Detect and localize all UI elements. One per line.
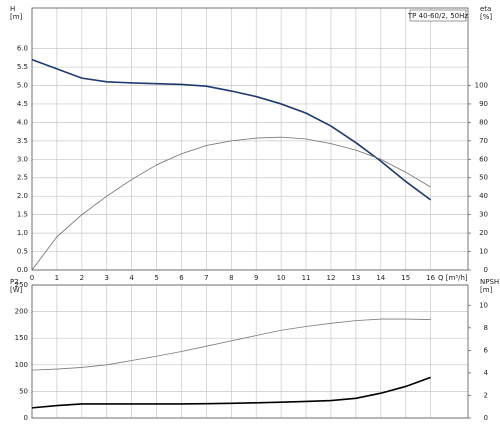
- y2-tick-label: 10: [479, 301, 488, 309]
- x-tick-label: 7: [204, 274, 208, 282]
- y-tick-label: 250: [15, 281, 28, 289]
- x-tick-label: 1: [55, 274, 59, 282]
- x-tick-label: 4: [129, 274, 134, 282]
- y-tick-label: 4.5: [17, 100, 28, 108]
- y2-tick-label: 80: [479, 118, 488, 126]
- y2-axis-label: eta: [480, 5, 491, 13]
- y-tick-label: 0: [24, 414, 28, 422]
- y2-tick-label: 8: [484, 324, 488, 332]
- y2-tick-label: 2: [484, 391, 488, 399]
- y-tick-label: 4.0: [17, 118, 28, 126]
- series-line: [31, 318, 431, 371]
- x-tick-label: 2: [80, 274, 84, 282]
- x-tick-label: 13: [351, 274, 360, 282]
- y2-tick-label: 60: [479, 155, 488, 163]
- x-tick-label: 3: [105, 274, 109, 282]
- y-tick-label: 0.5: [17, 248, 28, 256]
- x-tick-label: 15: [401, 274, 410, 282]
- y2-axis-label: [%]: [480, 13, 492, 21]
- y2-tick-label: 100: [475, 81, 488, 89]
- y-tick-label: 2.0: [17, 192, 28, 200]
- y2-tick-label: 50: [479, 174, 488, 182]
- y2-tick-label: 10: [479, 248, 488, 256]
- x-tick-label: 8: [229, 274, 233, 282]
- y-tick-label: 50: [19, 387, 28, 395]
- x-tick-label: 10: [277, 274, 286, 282]
- x-tick-label: 12: [327, 274, 336, 282]
- x-tick-label: 11: [302, 274, 311, 282]
- x-axis-label: Q [m³/h]: [438, 274, 468, 282]
- series-line: [31, 58, 432, 201]
- y-axis-label: [m]: [10, 13, 23, 21]
- x-tick-label: 14: [376, 274, 385, 282]
- plot-frame: [31, 7, 469, 271]
- y2-tick-label: 30: [479, 211, 488, 219]
- y-tick-label: 5.5: [17, 63, 28, 71]
- y-axis-label: [W]: [10, 286, 23, 294]
- y-tick-label: 200: [15, 308, 28, 316]
- y-tick-label: 0.0: [17, 266, 28, 274]
- y-tick-label: 2.5: [17, 174, 28, 182]
- y-tick-label: 5.0: [17, 81, 28, 89]
- x-tick-label: 9: [254, 274, 258, 282]
- y2-tick-label: 90: [479, 100, 488, 108]
- y2-axis-label: NPSH: [480, 278, 499, 286]
- y-tick-label: 1.0: [17, 229, 28, 237]
- y2-axis-label: [m]: [480, 286, 493, 294]
- series-line: [31, 376, 431, 409]
- annotation-box: [409, 9, 467, 22]
- annotation: TP 40-60/2, 50Hz: [407, 12, 468, 20]
- y-tick-label: 3.5: [17, 137, 28, 145]
- y-tick-label: 3.0: [17, 155, 28, 163]
- x-tick-label: 5: [154, 274, 158, 282]
- y2-tick-label: 70: [479, 137, 488, 145]
- y2-tick-label: 4: [484, 369, 489, 377]
- x-tick-label: 0: [30, 274, 34, 282]
- y2-tick-label: 40: [479, 192, 488, 200]
- y-tick-label: 1.5: [17, 211, 28, 219]
- y-axis-label: H: [10, 5, 15, 13]
- x-tick-label: 16: [426, 274, 435, 282]
- y2-tick-label: 0: [484, 266, 488, 274]
- y-tick-label: 100: [15, 361, 28, 369]
- series-line: [31, 136, 431, 271]
- y-axis-label: P2: [10, 278, 19, 286]
- y2-tick-label: 20: [479, 229, 488, 237]
- y-tick-label: 6.0: [17, 45, 28, 53]
- y2-tick-label: 6: [484, 346, 489, 354]
- y-tick-label: 150: [15, 334, 28, 342]
- x-tick-label: 6: [179, 274, 184, 282]
- plot-frame: [31, 284, 469, 419]
- y2-tick-label: 0: [484, 414, 488, 422]
